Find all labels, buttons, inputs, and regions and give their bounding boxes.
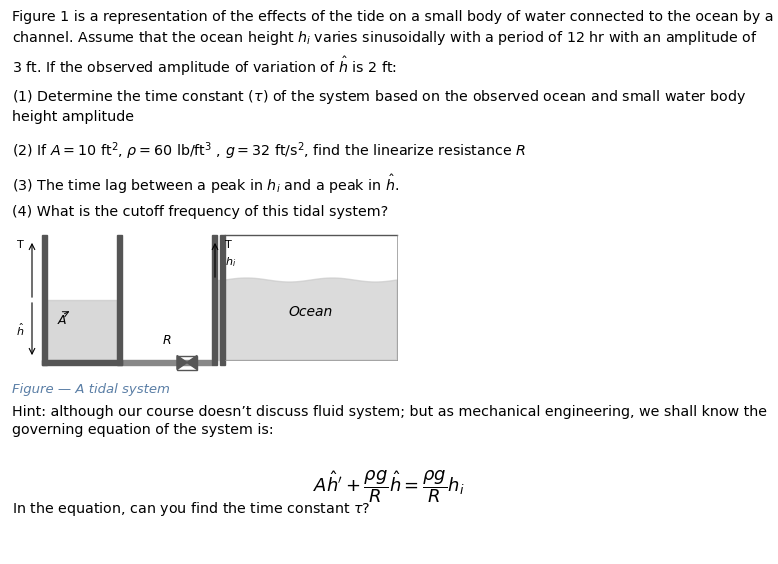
Text: (4) What is the cutoff frequency of this tidal system?: (4) What is the cutoff frequency of this… <box>12 205 388 219</box>
Bar <box>220 235 225 365</box>
Polygon shape <box>225 278 397 360</box>
Polygon shape <box>187 355 197 369</box>
Bar <box>47 300 117 360</box>
Text: In the equation, can you find the time constant $\tau$?: In the equation, can you find the time c… <box>12 500 370 518</box>
Bar <box>177 355 197 369</box>
Text: (2) If $A = 10$ ft$^2$, $\rho = 60$ lb/ft$^3$ , $g = 32$ ft/s$^2$, find the line: (2) If $A = 10$ ft$^2$, $\rho = 60$ lb/f… <box>12 140 526 162</box>
Text: $h_i$: $h_i$ <box>225 255 237 270</box>
Text: A: A <box>58 314 66 327</box>
Text: Ocean: Ocean <box>289 306 333 319</box>
Text: T: T <box>225 240 232 250</box>
Text: (3) The time lag between a peak in $h_i$ and a peak in $\hat{h}$.: (3) The time lag between a peak in $h_i$… <box>12 173 399 196</box>
Bar <box>42 360 122 365</box>
Text: R: R <box>163 334 171 347</box>
Bar <box>117 235 122 365</box>
Text: Figure — A tidal system: Figure — A tidal system <box>12 383 170 396</box>
Text: $\hat{h}$: $\hat{h}$ <box>16 322 24 338</box>
Text: $A\hat{h}' + \dfrac{\rho g}{R}\hat{h} = \dfrac{\rho g}{R}h_i$: $A\hat{h}' + \dfrac{\rho g}{R}\hat{h} = … <box>314 468 464 505</box>
Polygon shape <box>177 355 187 369</box>
Text: Hint: although our course doesn’t discuss fluid system; but as mechanical engine: Hint: although our course doesn’t discus… <box>12 405 767 438</box>
Text: T: T <box>16 240 23 250</box>
Bar <box>217 280 220 360</box>
Text: Figure 1 is a representation of the effects of the tide on a small body of water: Figure 1 is a representation of the effe… <box>12 10 773 78</box>
Bar <box>212 235 217 365</box>
Bar <box>42 235 47 365</box>
Text: (1) Determine the time constant ($\tau$) of the system based on the observed oce: (1) Determine the time constant ($\tau$)… <box>12 88 746 125</box>
Bar <box>122 360 212 365</box>
